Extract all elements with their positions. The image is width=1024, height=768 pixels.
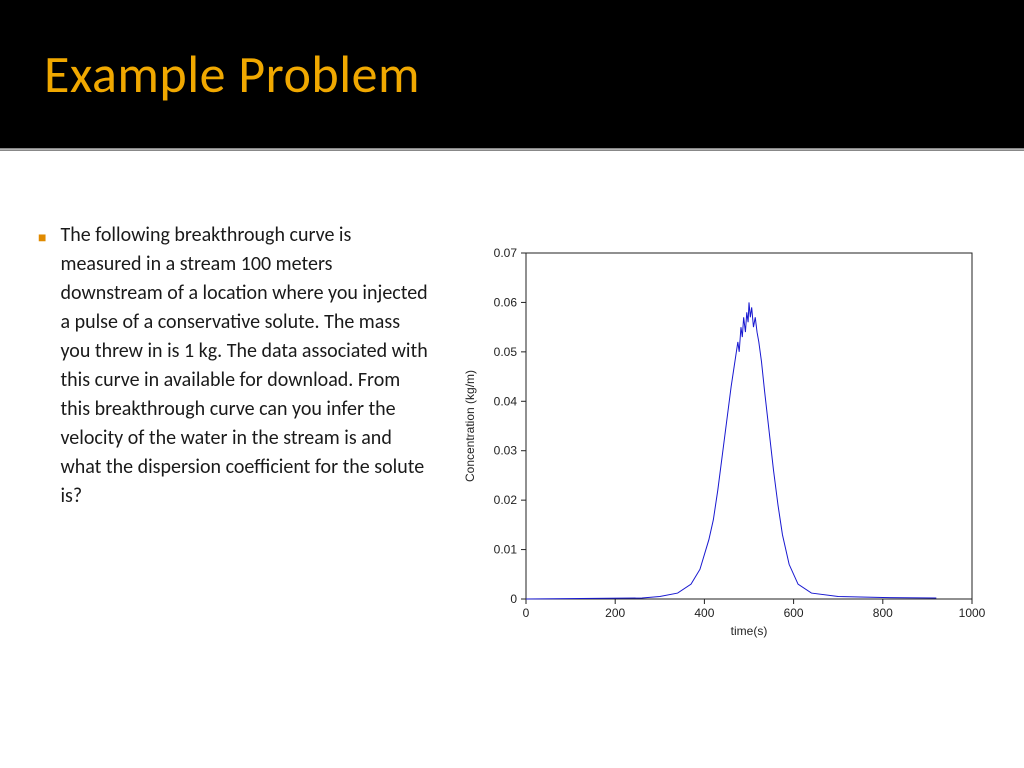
bullet-icon: ■ <box>38 225 46 643</box>
y-axis-label: Concentration (kg/m) <box>463 370 477 482</box>
y-tick-label: 0.07 <box>494 246 518 260</box>
chart-column: 0 200 400 600 800 1000 0 0.01 0.02 0.03 0.04 0.05 0.… <box>428 221 994 643</box>
problem-text: The following breakthrough curve is meas… <box>60 221 428 643</box>
y-tick-label: 0 <box>510 592 517 606</box>
slide-content: ■ The following breakthrough curve is me… <box>0 151 1024 663</box>
x-tick-label: 400 <box>694 606 714 620</box>
text-column: ■ The following breakthrough curve is me… <box>38 221 428 643</box>
y-tick-label: 0.04 <box>494 394 518 408</box>
x-tick-label: 1000 <box>959 606 986 620</box>
slide-title: Example Problem <box>44 42 420 106</box>
x-tick-label: 800 <box>873 606 893 620</box>
x-axis-label: time(s) <box>731 624 768 638</box>
x-tick-label: 600 <box>784 606 804 620</box>
concentration-curve <box>526 302 936 599</box>
y-tick-label: 0.06 <box>494 295 518 309</box>
y-tick-label: 0.05 <box>494 345 518 359</box>
y-tick-label: 0.02 <box>494 493 518 507</box>
x-tick-label: 200 <box>605 606 625 620</box>
breakthrough-curve-chart: 0 200 400 600 800 1000 0 0.01 0.02 0.03 0.04 0.05 0.… <box>456 243 986 643</box>
y-tick-label: 0.03 <box>494 444 518 458</box>
slide-header: Example Problem <box>0 0 1024 148</box>
y-tick-label: 0.01 <box>494 543 518 557</box>
x-tick-label: 0 <box>523 606 530 620</box>
